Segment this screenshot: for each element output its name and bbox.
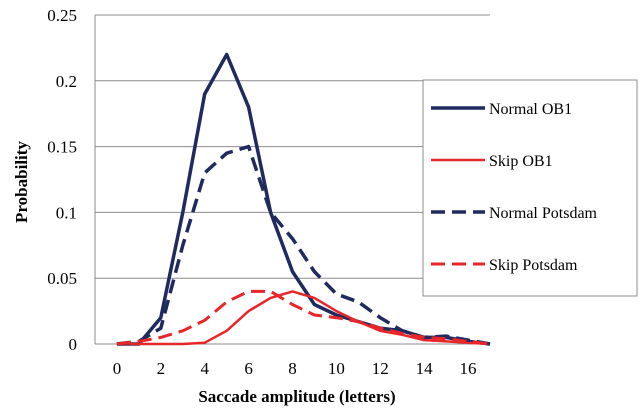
series-line-skip-ob1 — [116, 290, 491, 346]
legend-label: Normal Potsdam — [489, 205, 598, 222]
series-line-normal-potsdam — [116, 144, 491, 346]
legend: Normal OB1 Skip OB1 Normal Potsdam Skip Pot… — [422, 79, 638, 297]
legend-box — [422, 79, 638, 297]
y-tick-label: 0.2 — [56, 72, 77, 91]
y-tick-label: 0.15 — [47, 138, 77, 157]
y-tick-label: 0.05 — [47, 269, 77, 288]
y-tick-label: 0 — [69, 335, 78, 354]
legend-label: Normal OB1 — [489, 101, 572, 118]
y-tick-label: 0.25 — [47, 6, 77, 25]
x-tick-label: 10 — [328, 359, 345, 378]
x-tick-label: 12 — [372, 359, 389, 378]
series-line-skip-potsdam — [116, 289, 491, 346]
legend-label: Skip OB1 — [489, 153, 553, 170]
y-axis-title: Probability — [12, 141, 31, 223]
legend-label: Skip Potsdam — [489, 257, 578, 274]
x-tick-label: 14 — [416, 359, 434, 378]
series-lines — [116, 52, 491, 346]
x-tick-label: 6 — [244, 359, 253, 378]
x-tick-label: 2 — [157, 359, 166, 378]
x-tick-label: 4 — [200, 359, 209, 378]
tick-labels: 0 0.05 0.1 0.15 0.2 0.25 0 2 4 6 8 10 12 14 16 — [47, 6, 476, 378]
y-tick-label: 0.1 — [56, 203, 77, 222]
x-tick-label: 16 — [460, 359, 477, 378]
x-tick-label: 8 — [288, 359, 297, 378]
x-axis-title: Saccade amplitude (letters) — [198, 387, 395, 406]
x-tick-label: 0 — [113, 359, 122, 378]
